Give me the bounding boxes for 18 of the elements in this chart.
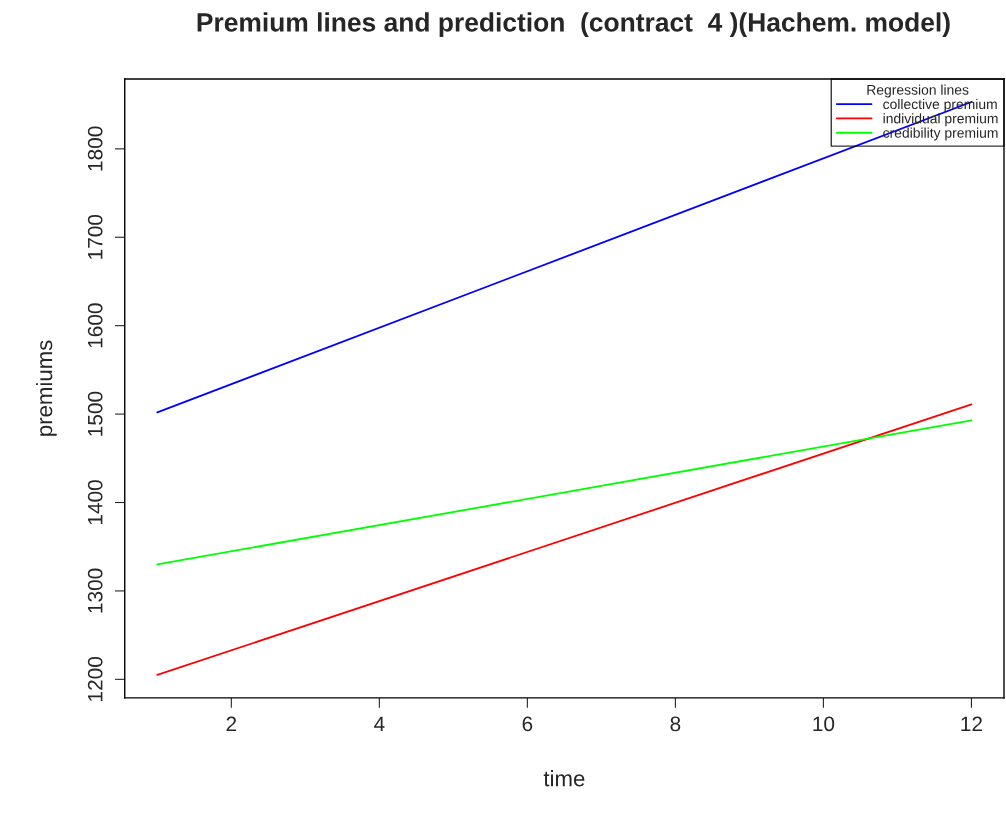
x-tick-label: 4 bbox=[374, 716, 385, 732]
legend-label: credibility premium bbox=[883, 127, 998, 141]
y-tick-label: 1500 bbox=[87, 391, 103, 436]
x-tick-label: 12 bbox=[961, 716, 982, 732]
x-axis-title: time bbox=[543, 770, 585, 787]
legend-title: Regression lines bbox=[867, 84, 969, 98]
x-tick-label: 2 bbox=[226, 716, 237, 732]
x-tick-label: 8 bbox=[670, 716, 681, 732]
y-tick-label: 1700 bbox=[87, 214, 103, 259]
y-axis-title: premiums bbox=[36, 340, 57, 436]
y-tick-label: 1800 bbox=[87, 126, 103, 171]
y-tick-label: 1300 bbox=[87, 568, 103, 613]
y-tick-label: 1400 bbox=[87, 480, 103, 525]
chart-title: Premium lines and prediction (contract 4 )(Hachem. model) bbox=[197, 12, 950, 37]
x-tick-label: 6 bbox=[522, 716, 533, 732]
y-tick-label: 1200 bbox=[87, 656, 103, 701]
y-tick-label: 1600 bbox=[87, 303, 103, 348]
x-tick-label: 10 bbox=[813, 716, 835, 732]
